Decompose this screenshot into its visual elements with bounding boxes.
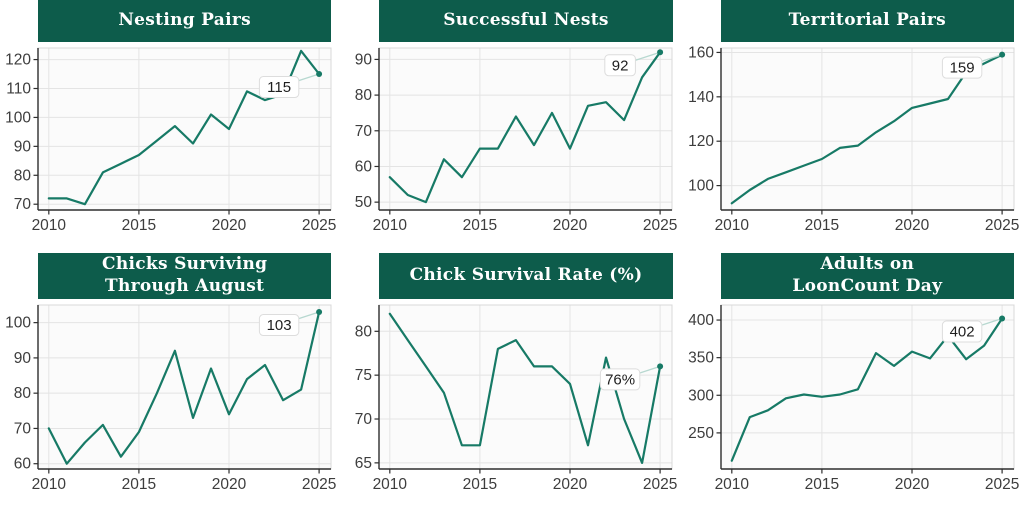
plot-area: 2010 2015 2020 2025 70 80 90 100 110 120 115 [0, 42, 341, 240]
svg-text:65: 65 [355, 455, 372, 472]
chart-panel-chick-survival-rate: Chick Survival Rate (%) 2010 2015 2020 2025… [341, 240, 682, 512]
svg-text:70: 70 [355, 411, 373, 428]
svg-text:2025: 2025 [643, 476, 677, 493]
chart-title: Chick Survival Rate (%) [409, 265, 643, 286]
svg-text:2010: 2010 [32, 476, 67, 493]
svg-text:2025: 2025 [985, 476, 1019, 493]
plot-area: 2010 2015 2020 2025 100 120 140 160 159 [683, 42, 1024, 240]
chart-panel-nesting-pairs: Nesting Pairs 2010 2015 2020 2025 70 80 90 100 1… [0, 0, 341, 240]
svg-text:70: 70 [355, 123, 373, 140]
chart-header-territorial-pairs: Territorial Pairs [720, 0, 1014, 42]
line-chart-successful-nests: 2010 2015 2020 2025 50 60 70 80 90 92 [355, 47, 678, 234]
svg-text:2015: 2015 [804, 217, 838, 234]
svg-text:100: 100 [5, 109, 31, 126]
plot-area: 2010 2015 2020 2025 60 70 80 90 100 103 [0, 299, 341, 512]
svg-text:2020: 2020 [553, 476, 588, 493]
chart-title: Successful Nests [443, 10, 609, 31]
svg-text:2010: 2010 [373, 217, 408, 234]
line-chart-chick-survival-rate: 2010 2015 2020 2025 65 70 75 80 76% [355, 304, 678, 493]
svg-text:2020: 2020 [212, 217, 247, 234]
svg-text:76%: 76% [605, 371, 635, 388]
svg-text:2015: 2015 [463, 476, 497, 493]
svg-text:120: 120 [688, 133, 714, 150]
svg-text:2015: 2015 [804, 476, 838, 493]
chart-header-chicks-surviving: Chicks Surviving Through August [38, 253, 332, 299]
svg-text:159: 159 [949, 60, 974, 77]
svg-text:115: 115 [267, 79, 291, 96]
svg-text:100: 100 [5, 315, 31, 332]
svg-text:60: 60 [355, 158, 373, 175]
chart-title: Nesting Pairs [118, 10, 251, 31]
svg-text:110: 110 [6, 81, 31, 98]
svg-text:300: 300 [688, 387, 714, 404]
plot-area: 2010 2015 2020 2025 50 60 70 80 90 92 [341, 42, 682, 240]
svg-text:103: 103 [267, 317, 292, 334]
svg-text:80: 80 [355, 323, 373, 340]
svg-text:160: 160 [688, 44, 714, 61]
svg-text:402: 402 [949, 324, 974, 341]
svg-text:90: 90 [355, 51, 373, 68]
svg-text:2025: 2025 [302, 217, 336, 234]
svg-text:90: 90 [14, 350, 32, 367]
chart-panel-successful-nests: Successful Nests 2010 2015 2020 2025 50 60 70 8… [341, 0, 682, 240]
chart-header-nesting-pairs: Nesting Pairs [38, 0, 332, 42]
line-chart-territorial-pairs: 2010 2015 2020 2025 100 120 140 160 159 [688, 44, 1019, 234]
svg-text:2010: 2010 [373, 476, 408, 493]
svg-text:80: 80 [355, 87, 373, 104]
svg-text:2015: 2015 [122, 217, 156, 234]
svg-text:75: 75 [355, 367, 372, 384]
svg-text:2010: 2010 [32, 217, 67, 234]
chart-panel-adults-looncount: Adults on LoonCount Day 2010 2015 2020 2025… [683, 240, 1024, 512]
svg-text:60: 60 [14, 456, 32, 473]
chart-header-adults-looncount: Adults on LoonCount Day [720, 253, 1014, 299]
svg-text:2025: 2025 [302, 476, 336, 493]
svg-text:2015: 2015 [463, 217, 497, 234]
svg-text:2010: 2010 [714, 217, 749, 234]
svg-text:2010: 2010 [714, 476, 749, 493]
chart-title: Territorial Pairs [788, 10, 946, 31]
svg-text:80: 80 [14, 167, 32, 184]
svg-text:140: 140 [688, 89, 714, 106]
svg-text:92: 92 [612, 57, 629, 74]
plot-area: 2010 2015 2020 2025 65 70 75 80 76% [341, 299, 682, 512]
chart-header-successful-nests: Successful Nests [379, 0, 673, 42]
svg-text:350: 350 [688, 350, 714, 367]
svg-text:80: 80 [14, 385, 32, 402]
svg-text:70: 70 [14, 420, 32, 437]
svg-text:2020: 2020 [894, 217, 929, 234]
svg-text:70: 70 [14, 196, 32, 213]
chart-header-chick-survival-rate: Chick Survival Rate (%) [379, 253, 673, 299]
svg-text:2025: 2025 [643, 217, 677, 234]
svg-text:50: 50 [355, 194, 373, 211]
svg-text:250: 250 [688, 425, 714, 442]
line-chart-adults-looncount: 2010 2015 2020 2025 250 300 350 400 402 [688, 304, 1019, 493]
svg-text:120: 120 [5, 52, 31, 69]
chart-title: Chicks Surviving Through August [102, 254, 268, 296]
svg-text:100: 100 [688, 178, 714, 195]
chart-title: Adults on LoonCount Day [792, 254, 943, 296]
line-chart-chicks-surviving: 2010 2015 2020 2025 60 70 80 90 100 103 [5, 304, 336, 493]
svg-text:2020: 2020 [553, 217, 588, 234]
chart-panel-chicks-surviving: Chicks Surviving Through August 2010 2015… [0, 240, 341, 512]
plot-area: 2010 2015 2020 2025 250 300 350 400 402 [683, 299, 1024, 512]
svg-text:90: 90 [14, 138, 32, 155]
svg-text:2020: 2020 [894, 476, 929, 493]
svg-text:2025: 2025 [985, 217, 1019, 234]
svg-text:400: 400 [688, 312, 714, 329]
chart-panel-territorial-pairs: Territorial Pairs 2010 2015 2020 2025 100 120… [683, 0, 1024, 240]
line-chart-nesting-pairs: 2010 2015 2020 2025 70 80 90 100 110 120 115 [5, 47, 336, 234]
svg-text:2020: 2020 [212, 476, 247, 493]
svg-text:2015: 2015 [122, 476, 156, 493]
